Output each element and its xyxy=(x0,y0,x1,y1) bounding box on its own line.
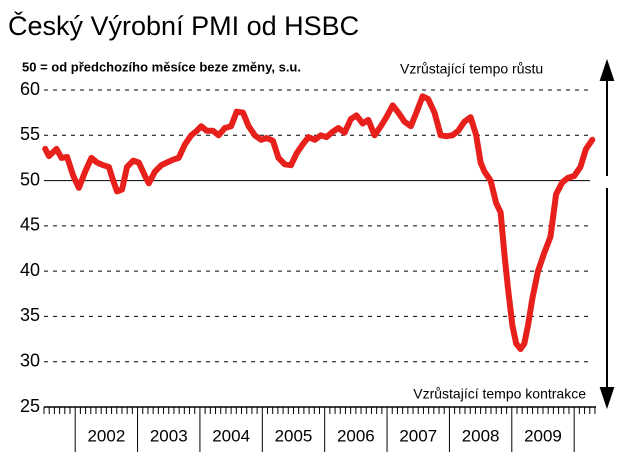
x-tick-label: 2007 xyxy=(399,426,437,445)
y-tick-label: 25 xyxy=(20,396,40,416)
down-arrow-head xyxy=(599,387,615,410)
x-tick-label: 2003 xyxy=(150,426,188,445)
x-tick-label: 2006 xyxy=(337,426,375,445)
y-tick-label: 40 xyxy=(20,260,40,280)
x-tick-label: 2004 xyxy=(212,426,250,445)
data-line xyxy=(42,93,596,352)
annotation: Vzrůstající tempo růstu xyxy=(400,61,543,77)
y-tick-label: 60 xyxy=(20,79,40,99)
y-tick-label: 30 xyxy=(20,350,40,370)
y-tick-label: 50 xyxy=(20,169,40,189)
chart-title: Český Výrobní PMI od HSBC xyxy=(8,10,359,41)
x-tick-label: 2009 xyxy=(524,426,562,445)
x-tick-label: 2005 xyxy=(275,426,313,445)
arrows xyxy=(599,58,615,410)
x-tick-label: 2008 xyxy=(462,426,500,445)
annotation: Vzrůstající tempo kontrakce xyxy=(413,386,586,402)
chart-subtitle: 50 = od předchozího měsíce beze změny, s… xyxy=(22,59,301,74)
up-arrow-head xyxy=(599,58,615,81)
y-tick-label: 55 xyxy=(20,124,40,144)
y-tick-label: 35 xyxy=(20,305,40,325)
y-tick-label: 45 xyxy=(20,215,40,235)
x-tick-label: 2002 xyxy=(87,426,125,445)
